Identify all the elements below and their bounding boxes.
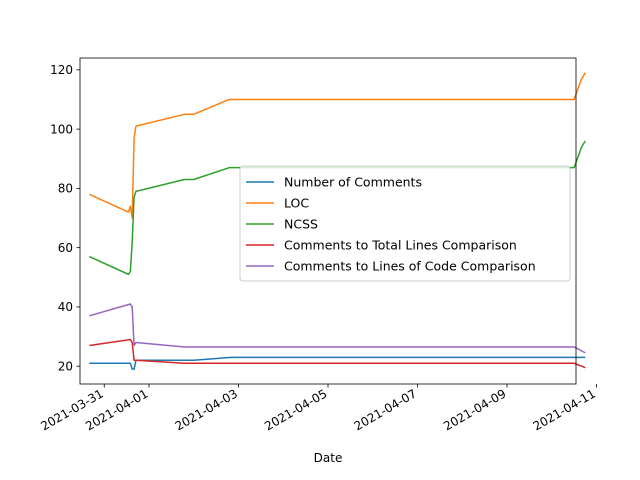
legend-label-loc: LOC (284, 196, 309, 211)
series-line-comments-to-total-lines-comparison (89, 338, 586, 369)
legend-label-comments-to-total-lines-comparison: Comments to Total Lines Comparison (284, 238, 517, 253)
y-tick-label: 60 (58, 241, 73, 255)
y-tick-label: 80 (58, 182, 73, 196)
y-tick-label: 120 (50, 63, 73, 77)
x-axis-label: Date (314, 451, 343, 465)
y-tick-label: 20 (58, 360, 73, 374)
series-line-loc (89, 72, 586, 219)
legend: Number of Comments LOC NCSS Comments to Tot… (239, 165, 571, 282)
legend-label-comments-to-lines-of-code-comparison: Comments to Lines of Code Comparison (284, 259, 536, 274)
series-line-comments-to-lines-of-code-comparison (89, 303, 586, 354)
legend-box (239, 165, 571, 282)
y-tick-label: 100 (50, 122, 73, 136)
series-line-ncss (89, 140, 586, 276)
series-layer (89, 72, 586, 370)
y-tick-label: 40 (58, 300, 73, 314)
series-line-number-of-comments (89, 356, 586, 370)
legend-label-ncss: NCSS (284, 217, 318, 232)
legend-label-number-of-comments: Number of Comments (284, 175, 422, 190)
